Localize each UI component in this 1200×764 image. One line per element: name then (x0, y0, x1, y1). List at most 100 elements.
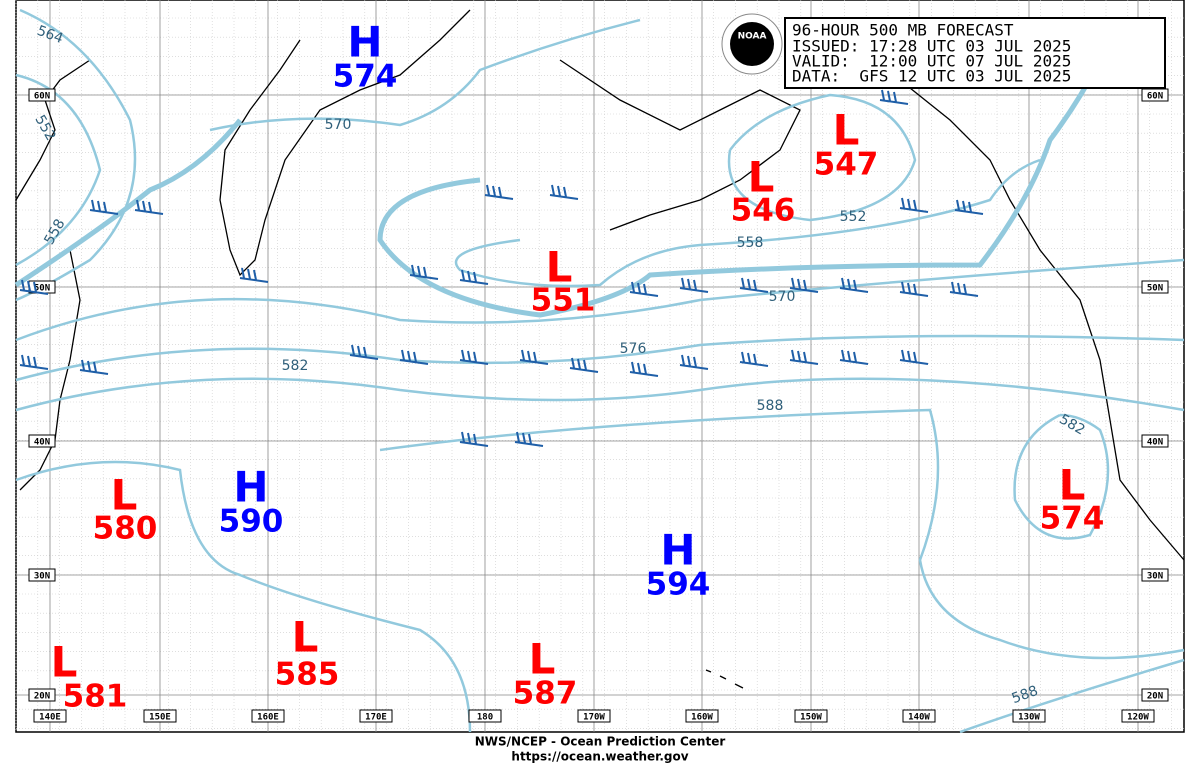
contour (15, 408, 1185, 733)
lon-label-box (1121, 709, 1155, 723)
contour-label: 558 (737, 235, 764, 251)
lon-label-box (143, 709, 177, 723)
system-symbol: L (51, 638, 78, 687)
wind-barb (839, 277, 869, 293)
system-symbol: L (546, 243, 573, 292)
wind-barb (459, 269, 489, 285)
lat-label: 50N (1147, 284, 1163, 294)
lat-label: 60N (34, 92, 50, 102)
lat-label-box (28, 688, 56, 702)
lon-label-box (359, 709, 393, 723)
lon-label: 180 (477, 713, 493, 723)
contour (454, 158, 1041, 288)
coastline (559, 59, 1185, 561)
map-frame (15, 0, 1185, 733)
grid (15, 0, 1184, 732)
lon-label-box (685, 709, 719, 723)
lon-label: 170W (583, 713, 605, 723)
wind-barb (679, 354, 709, 370)
lat-label: 40N (34, 438, 50, 448)
contour (209, 18, 641, 132)
lat-label: 30N (1147, 572, 1163, 582)
system-symbol: L (748, 153, 775, 202)
wind-barb (409, 264, 439, 280)
system-symbol: L (529, 635, 556, 684)
lon-label-box (794, 709, 828, 723)
lon-label-box (468, 709, 502, 723)
system-symbol: H (347, 18, 382, 67)
wind-barb (514, 431, 544, 447)
header-line: ISSUED: 17:28 UTC 03 JUL 2025 (792, 37, 1071, 56)
lon-label-box (33, 709, 67, 723)
coastline (705, 669, 744, 689)
lat-label-box (28, 568, 56, 582)
wind-barb (789, 349, 819, 365)
wind-barb (629, 361, 659, 377)
lon-label-box (251, 709, 285, 723)
wind-barb (399, 349, 429, 365)
wind-barb (569, 357, 599, 373)
system-value: 546 (731, 193, 796, 229)
header-line: VALID: 12:00 UTC 07 JUL 2025 (792, 52, 1071, 71)
contour-label: 552 (840, 209, 867, 225)
lat-label: 40N (1147, 438, 1163, 448)
wind-barb (89, 199, 119, 215)
lon-label: 160E (257, 713, 279, 723)
lon-label: 140E (39, 713, 61, 723)
system-value: 580 (93, 511, 158, 547)
lon-label-box (902, 709, 936, 723)
lon-label: 120W (1127, 713, 1149, 723)
system-value: 581 (63, 679, 128, 715)
wind-barb (789, 277, 819, 293)
wind-barb (739, 351, 769, 367)
lat-label-box (1141, 434, 1169, 448)
footer: https://ocean.weather.gov (511, 750, 688, 764)
system-value: 574 (1040, 501, 1105, 537)
contour (15, 377, 1185, 412)
wind-barb (549, 184, 579, 200)
contour (15, 258, 1185, 342)
system-symbol: H (233, 463, 268, 512)
wind-barb (349, 344, 379, 360)
header-box (784, 17, 1166, 89)
wind-barb (459, 431, 489, 447)
lat-label: 20N (34, 692, 50, 702)
wind-barb (879, 89, 909, 105)
contour (14, 58, 1103, 318)
lat-label: 60N (1147, 92, 1163, 102)
wind-barb (899, 197, 929, 213)
wind-barb (949, 281, 979, 297)
wind-barb (629, 281, 659, 297)
wind-barb (79, 359, 109, 375)
wind-barb (739, 277, 769, 293)
lat-label-box (28, 434, 56, 448)
system-symbol: L (111, 471, 138, 520)
lat-label: 50N (34, 284, 50, 294)
wind-barb (679, 277, 709, 293)
lat-label-box (1141, 568, 1169, 582)
system-symbol: L (292, 613, 319, 662)
lon-label: 170E (365, 713, 387, 723)
system-symbol: L (1059, 461, 1086, 510)
labels: 60N 60N 50N 50N 40N 40N 30N 30N 20N 20N 140E 150E 16… (19, 18, 1169, 723)
footer: NWS/NCEP - Ocean Prediction Center (475, 735, 726, 749)
wind-barb (19, 279, 49, 295)
wind-barb (459, 349, 489, 365)
lon-label: 160W (691, 713, 713, 723)
lon-label: 140W (908, 713, 930, 723)
lon-label-box (1012, 709, 1046, 723)
lon-label-box (577, 709, 611, 723)
system-value: 590 (219, 504, 284, 540)
contours (14, 8, 1185, 734)
header-line: 96-HOUR 500 MB FORECAST (792, 21, 1014, 40)
contour (15, 334, 1185, 382)
wind-barb (899, 281, 929, 297)
lat-label-box (1141, 688, 1169, 702)
lon-label: 150W (800, 713, 822, 723)
wind-barb (899, 349, 929, 365)
contour-label: 570 (769, 289, 796, 305)
contour-label: 576 (620, 341, 647, 357)
system-value: 547 (814, 147, 879, 183)
wind-barb (839, 349, 869, 365)
